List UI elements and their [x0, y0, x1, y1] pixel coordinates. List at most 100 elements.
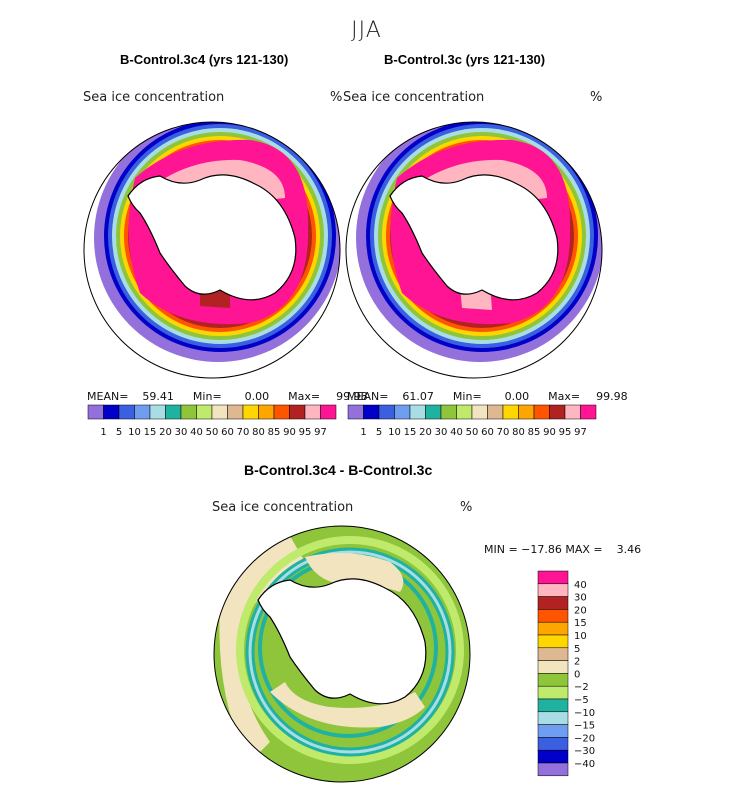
- colorbar-tick-label: 95: [299, 427, 312, 438]
- colorbar-tick-label: −15: [574, 721, 595, 732]
- panel-1-max-label: Max=: [288, 390, 321, 403]
- colorbar-swatch: [456, 404, 473, 420]
- colorbar-tick-label: 1: [360, 427, 366, 438]
- map-panel-2: [345, 121, 603, 379]
- panel-1-title: B-Control.3c4 (yrs 121-130): [120, 52, 289, 67]
- colorbar-swatch: [537, 647, 569, 661]
- colorbar-swatch: [409, 404, 426, 420]
- colorbar-tick-label: 15: [144, 427, 157, 438]
- panel-1-mean: 59.41: [142, 390, 174, 403]
- colorbar-swatch: [394, 404, 411, 420]
- diff-minmax: MIN = −17.86 MAX = 3.46: [484, 543, 642, 556]
- panel-2-mean-label: MEAN=: [347, 390, 389, 403]
- panel-1-max: 99.98: [336, 390, 368, 403]
- colorbar-swatch: [537, 583, 569, 597]
- colorbar-tick-label: 95: [559, 427, 572, 438]
- colorbar-swatch: [378, 404, 395, 420]
- colorbar-tick-label: 30: [175, 427, 188, 438]
- panel-2-min: 0.00: [504, 390, 530, 403]
- colorbar-swatch: [537, 698, 569, 713]
- panel-2-max-label: Max=: [548, 390, 581, 403]
- colorbar-tick-label: 15: [574, 618, 587, 629]
- colorbar-swatch: [118, 404, 135, 420]
- colorbar-tick-label: −2: [574, 682, 589, 693]
- colorbar-swatch: [165, 404, 182, 420]
- colorbar-swatch: [363, 404, 380, 420]
- colorbar-tick-label: 70: [237, 427, 250, 438]
- colorbar-tick-label: 5: [376, 427, 382, 438]
- colorbar-swatch: [87, 404, 104, 420]
- panel-1-min: 0.00: [244, 390, 270, 403]
- colorbar-swatch: [502, 404, 519, 420]
- panel-2-min-label: Min=: [452, 390, 482, 403]
- map-boundary-1: [83, 121, 341, 379]
- colorbar-swatch: [258, 404, 275, 420]
- map-panel-1: [83, 121, 341, 379]
- colorbar-tick-label: 20: [159, 427, 172, 438]
- colorbar-swatch: [537, 762, 569, 777]
- colorbar-swatch: [211, 404, 228, 420]
- colorbar-tick-label: 10: [574, 631, 587, 642]
- colorbar-swatch: [227, 404, 244, 420]
- panel-1-stats: MEAN= 59.41 Min= 0.00 Max= 99.98: [87, 390, 368, 403]
- colorbar-swatch: [103, 404, 120, 420]
- panel-2-stats: MEAN= 61.07 Min= 0.00 Max= 99.98: [347, 390, 628, 403]
- colorbar-swatch: [471, 404, 488, 420]
- panel-2-units: %: [590, 90, 603, 105]
- colorbar-tick-label: −40: [574, 759, 595, 770]
- map-panel-diff: [213, 525, 471, 783]
- colorbar-swatch: [487, 404, 504, 420]
- colorbar-tick-label: 97: [574, 427, 587, 438]
- colorbar-swatch: [518, 404, 535, 420]
- colorbar-swatch: [537, 609, 569, 623]
- colorbar-swatch: [537, 660, 569, 674]
- colorbar-swatch: [537, 570, 569, 585]
- colorbar-tick-label: 80: [252, 427, 265, 438]
- colorbar-tick-label: 30: [435, 427, 448, 438]
- panel-1-units: %: [330, 90, 343, 105]
- panel-2-mean: 61.07: [402, 390, 434, 403]
- colorbar-tick-label: −20: [574, 733, 595, 744]
- antarctica-2: [389, 174, 559, 301]
- colorbar-swatch: [149, 404, 166, 420]
- colorbar-swatch: [549, 404, 566, 420]
- colorbar-2: 1 5 10 15 20 30 40 50 60 70 80 85 90 95 97: [347, 404, 597, 438]
- colorbar-swatch: [537, 673, 569, 687]
- colorbar-swatch: [537, 724, 569, 738]
- colorbar-tick-label: 97: [314, 427, 327, 438]
- colorbar-swatch: [537, 749, 569, 764]
- colorbar-tick-label: 70: [497, 427, 510, 438]
- colorbar-tick-label: 15: [404, 427, 417, 438]
- ice-field-1: [84, 122, 340, 378]
- colorbar-tick-label: 5: [574, 644, 580, 655]
- colorbar-swatch: [580, 404, 597, 420]
- colorbar-swatch: [440, 404, 457, 420]
- colorbar-swatch: [134, 404, 151, 420]
- panel-1-mean-label: MEAN=: [87, 390, 129, 403]
- colorbar-tick-label: 10: [128, 427, 141, 438]
- colorbar-swatch: [564, 404, 581, 420]
- map-boundary-diff: [213, 525, 471, 783]
- colorbar-tick-label: 2: [574, 657, 580, 668]
- colorbar-tick-label: 40: [190, 427, 203, 438]
- colorbar-swatch: [537, 634, 569, 649]
- colorbar-tick-label: 40: [574, 580, 587, 591]
- colorbar-1: 1 5 10 15 20 30 40 50 60 70 80 85 90 95 97: [87, 404, 337, 438]
- colorbar-tick-label: 60: [221, 427, 234, 438]
- colorbar-swatch: [273, 404, 290, 420]
- colorbar-tick-label: 30: [574, 593, 587, 604]
- colorbar-tick-label: 90: [283, 427, 296, 438]
- colorbar-tick-label: −10: [574, 708, 595, 719]
- diff-title: B-Control.3c4 - B-Control.3c: [244, 462, 433, 478]
- panel-2-max: 99.98: [596, 390, 628, 403]
- season-title: JJA: [351, 18, 382, 43]
- antarctica-1: [127, 174, 297, 301]
- colorbar-tick-label: −5: [574, 695, 589, 706]
- colorbar-swatch: [347, 404, 364, 420]
- colorbar-tick-label: −30: [574, 746, 595, 757]
- antarctica-diff: [257, 578, 427, 705]
- colorbar-swatch: [533, 404, 550, 420]
- colorbar-tick-label: 20: [574, 605, 587, 616]
- colorbar-swatch: [180, 404, 197, 420]
